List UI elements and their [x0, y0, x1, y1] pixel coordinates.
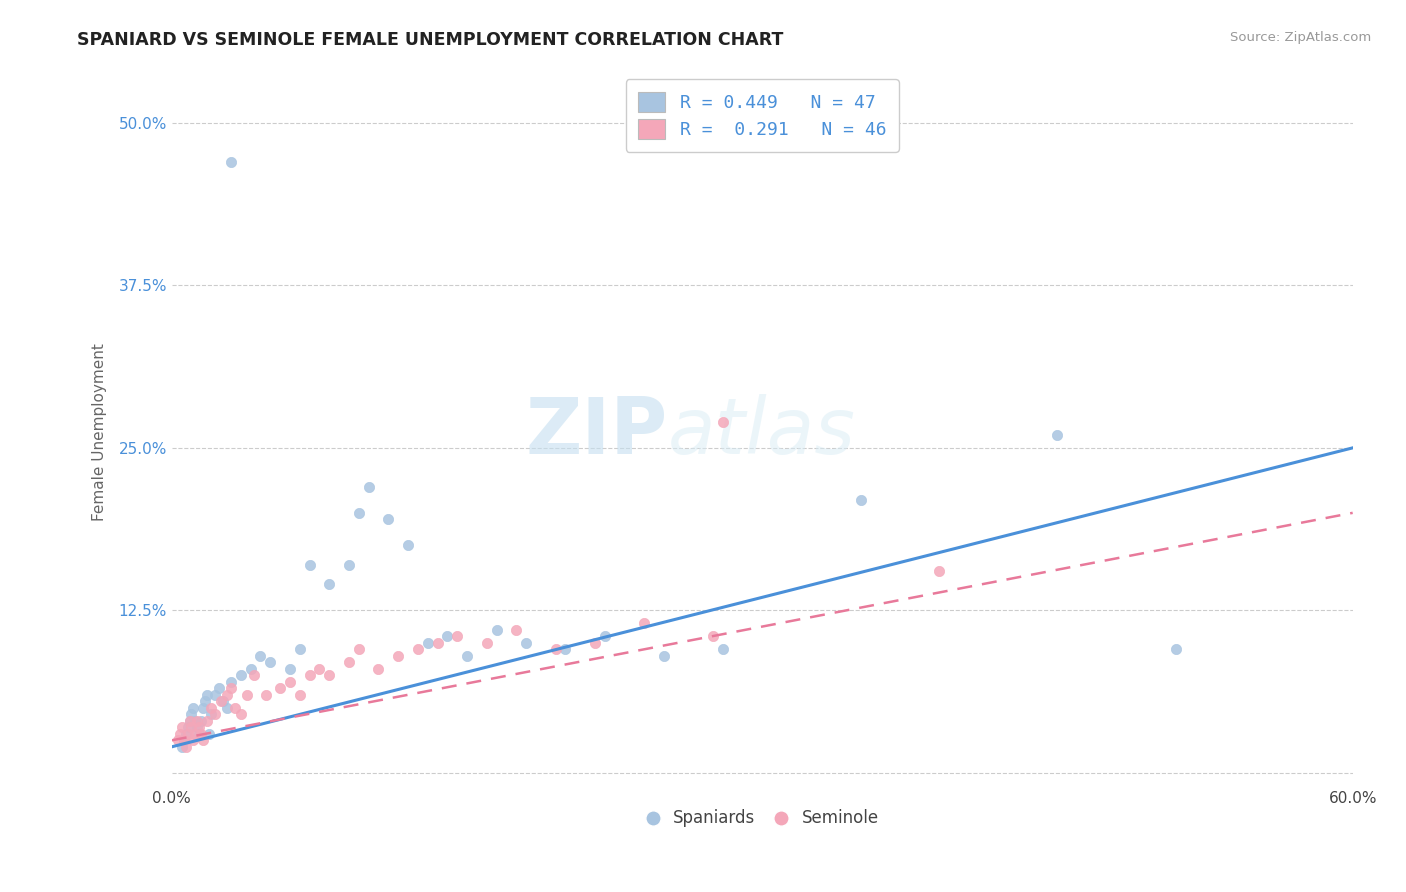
Point — [475, 636, 498, 650]
Point — [183, 701, 205, 715]
Point — [193, 733, 215, 747]
Point — [298, 558, 321, 572]
Point — [485, 623, 508, 637]
Point — [173, 733, 195, 747]
Point — [179, 714, 201, 728]
Point — [515, 636, 537, 650]
Point — [254, 688, 277, 702]
Point — [209, 694, 232, 708]
Point — [204, 688, 226, 702]
Point — [308, 662, 330, 676]
Point — [288, 688, 311, 702]
Point — [198, 727, 221, 741]
Point — [174, 739, 197, 754]
Point — [173, 733, 195, 747]
Point — [288, 642, 311, 657]
Point — [190, 727, 212, 741]
Point — [212, 694, 235, 708]
Point — [702, 629, 724, 643]
Point — [318, 577, 340, 591]
Point — [204, 707, 226, 722]
Point — [208, 681, 231, 696]
Point — [200, 701, 222, 715]
Point — [188, 720, 211, 734]
Point — [426, 636, 449, 650]
Point — [169, 727, 191, 741]
Point — [219, 681, 242, 696]
Point — [583, 636, 606, 650]
Point — [259, 656, 281, 670]
Text: atlas: atlas — [668, 393, 856, 469]
Point — [180, 707, 202, 722]
Point — [239, 662, 262, 676]
Point — [593, 629, 616, 643]
Point — [183, 733, 205, 747]
Point — [219, 674, 242, 689]
Point — [711, 642, 734, 657]
Point — [377, 512, 399, 526]
Point — [190, 714, 212, 728]
Point — [243, 668, 266, 682]
Point — [387, 648, 409, 663]
Point — [215, 701, 238, 715]
Point — [179, 714, 201, 728]
Point — [416, 636, 439, 650]
Point — [505, 623, 527, 637]
Text: ZIP: ZIP — [526, 393, 668, 469]
Text: SPANIARD VS SEMINOLE FEMALE UNEMPLOYMENT CORRELATION CHART: SPANIARD VS SEMINOLE FEMALE UNEMPLOYMENT… — [77, 31, 783, 49]
Point — [446, 629, 468, 643]
Point — [184, 727, 207, 741]
Point — [544, 642, 567, 657]
Point — [180, 720, 202, 734]
Point — [436, 629, 458, 643]
Point — [367, 662, 389, 676]
Point — [184, 714, 207, 728]
Point — [849, 492, 872, 507]
Point — [318, 668, 340, 682]
Point — [224, 701, 246, 715]
Y-axis label: Female Unemployment: Female Unemployment — [93, 343, 107, 521]
Point — [176, 727, 198, 741]
Point — [347, 506, 370, 520]
Point — [166, 733, 188, 747]
Point — [186, 714, 208, 728]
Point — [193, 701, 215, 715]
Point — [554, 642, 576, 657]
Point — [1164, 642, 1187, 657]
Point — [176, 720, 198, 734]
Point — [406, 642, 429, 657]
Point — [194, 694, 217, 708]
Point — [269, 681, 291, 696]
Point — [357, 480, 380, 494]
Point — [278, 674, 301, 689]
Point — [396, 538, 419, 552]
Point — [229, 668, 252, 682]
Point — [170, 720, 193, 734]
Point — [249, 648, 271, 663]
Point — [219, 155, 242, 169]
Point — [200, 707, 222, 722]
Point — [195, 688, 218, 702]
Point — [711, 415, 734, 429]
Legend: Spaniards, Seminole: Spaniards, Seminole — [640, 803, 886, 834]
Point — [278, 662, 301, 676]
Point — [170, 739, 193, 754]
Point — [229, 707, 252, 722]
Point — [928, 565, 950, 579]
Point — [174, 727, 197, 741]
Point — [652, 648, 675, 663]
Point — [456, 648, 478, 663]
Point — [235, 688, 257, 702]
Point — [633, 616, 655, 631]
Point — [298, 668, 321, 682]
Text: Source: ZipAtlas.com: Source: ZipAtlas.com — [1230, 31, 1371, 45]
Point — [337, 656, 360, 670]
Point — [188, 727, 211, 741]
Point — [337, 558, 360, 572]
Point — [195, 714, 218, 728]
Point — [215, 688, 238, 702]
Point — [186, 720, 208, 734]
Point — [1046, 428, 1069, 442]
Point — [347, 642, 370, 657]
